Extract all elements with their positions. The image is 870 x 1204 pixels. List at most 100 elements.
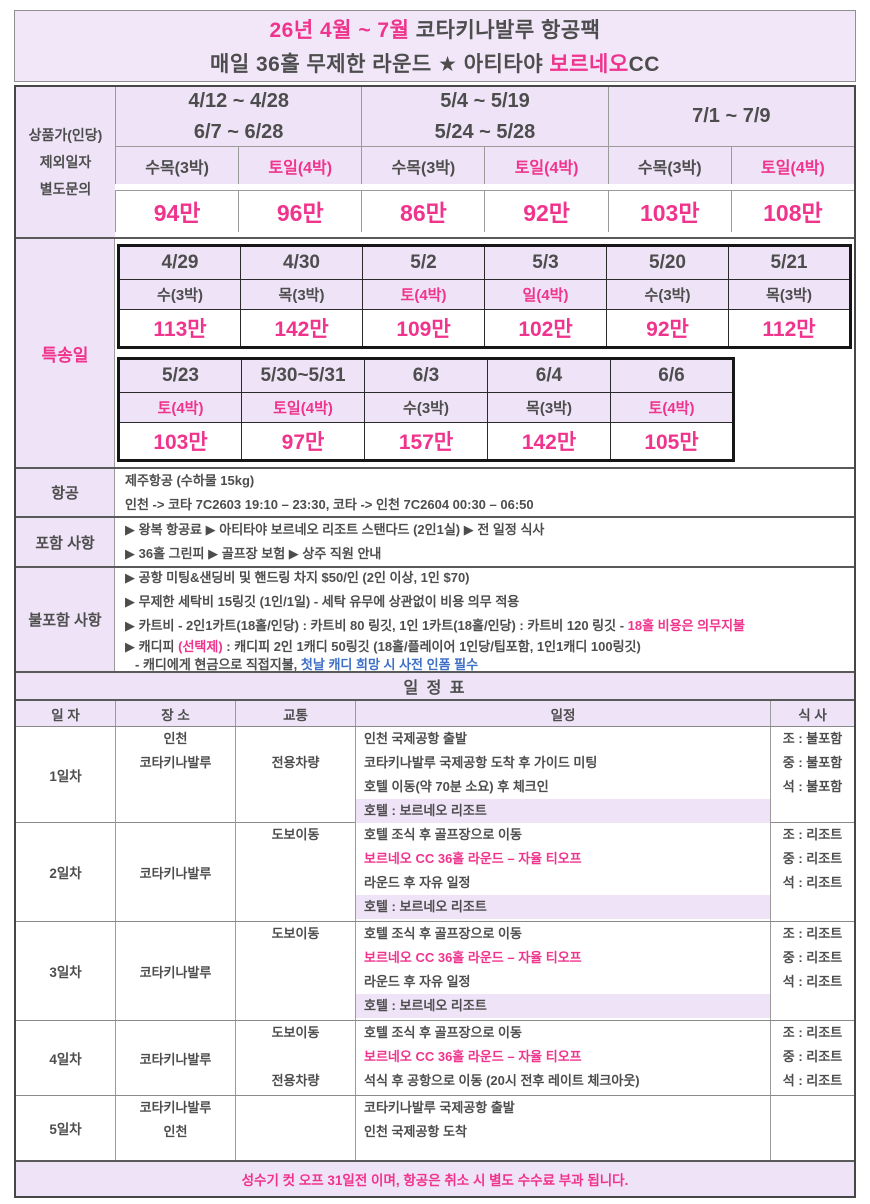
date-group-3: 7/1 ~ 7/9 — [607, 87, 854, 147]
itinerary-day-4: 4일차 코타키나발루 도보이동 전용차량 호텔 조식 후 골프장으로 이동 보르… — [16, 1020, 854, 1095]
price: 86만 — [361, 189, 485, 232]
price: 96만 — [238, 189, 362, 232]
date-group-2: 5/4 ~ 5/19 5/24 ~ 5/28 — [361, 87, 608, 147]
hotel-line: 호텔 : 보르네오 리조트 — [356, 895, 770, 919]
excluded-line: ▶ 카트비 - 2인1카트(18홀/인당) : 카트비 80 링깃, 1인 1카… — [125, 617, 746, 633]
day-label: 5일차 — [49, 1122, 82, 1137]
special-date: 4/29 — [118, 245, 241, 280]
itinerary-day-3: 3일차 코타키나발루 도보이동 호텔 조식 후 골프장으로 이동 보르네오 CC… — [16, 921, 854, 1020]
special-dates-section: 특송일 4/29 4/30 5/2 5/3 5/20 5/21 수(3박) 목(… — [16, 237, 854, 467]
price-table-row-label: 상품가(인당) 제외일자 별도문의 — [16, 87, 115, 237]
transport-cell: 도보이동 전용차량 — [235, 1021, 355, 1095]
itinerary-header-row: 일 자 장 소 교통 일정 식 사 — [16, 699, 854, 726]
meals-cell: 조 : 리조트 중 : 리조트 석 : 리조트 — [770, 1021, 854, 1095]
day-type: 토일(4박) — [730, 146, 854, 185]
special-date: 6/4 — [487, 358, 611, 393]
place-cell: 코타키나발루 — [115, 922, 235, 1020]
hotel-line: 호텔 : 보르네오 리조트 — [356, 799, 770, 823]
price-table: 상품가(인당) 제외일자 별도문의 4/12 ~ 4/28 6/7 ~ 6/28… — [16, 87, 854, 237]
special-day: 토(4박) — [610, 392, 734, 423]
title-line-2: 매일 36홀 무제한 라운드 ★ 아티타야 보르네오CC — [210, 53, 660, 76]
itinerary-day-5: 5일차 코타키나발루 인천 코타키나발루 국제공항 출발 인천 국제공항 도착 — [16, 1095, 854, 1160]
excluded-line: ▶ 공항 미팅&샌딩비 및 핸드링 차지 $50/인 (2인 이상, 1인 $7… — [125, 569, 470, 585]
special-date: 5/23 — [118, 358, 242, 393]
special-price: 97만 — [241, 422, 365, 461]
special-day: 수(3박) — [118, 279, 241, 310]
special-price: 142만 — [487, 422, 611, 461]
itinerary-day-2: 2일차 코타키나발루 도보이동 호텔 조식 후 골프장으로 이동 보르네오 CC… — [16, 822, 854, 921]
transport-cell: 도보이동 — [235, 922, 355, 1020]
place-cell: 인천 코타키나발루 — [115, 727, 235, 823]
special-day: 일(4박) — [484, 279, 607, 310]
title-box: 26년 4월 ~ 7월 코타키나발루 항공팩 매일 36홀 무제한 라운드 ★ … — [14, 10, 856, 82]
transport-cell: 전용차량 — [235, 727, 355, 823]
course-name: 보르네오 — [549, 53, 629, 76]
meals-cell: 조 : 리조트 중 : 리조트 석 : 리조트 — [770, 922, 854, 1020]
included-line: ▶ 36홀 그린피 ▶ 골프장 보험 ▶ 상주 직원 안내 — [125, 546, 382, 561]
flight-line: 인천 -> 코타 7C2603 19:10 – 23:30, 코타 -> 인천 … — [125, 496, 534, 512]
special-day: 토(4박) — [362, 279, 485, 310]
meals-cell: 조 : 불포함 중 : 불포함 석 : 불포함 — [770, 727, 854, 823]
flight-line: 제주항공 (수하물 15kg) — [125, 472, 255, 488]
date-group-1: 4/12 ~ 4/28 6/7 ~ 6/28 — [115, 87, 362, 147]
price: 94만 — [115, 189, 239, 232]
price: 92만 — [484, 189, 608, 232]
special-date: 6/3 — [364, 358, 488, 393]
special-dates-label: 특송일 — [16, 239, 115, 467]
special-price: 109만 — [362, 309, 485, 348]
meals-cell — [770, 1096, 854, 1160]
meals-cell: 조 : 리조트 중 : 리조트 석 : 리조트 — [770, 823, 854, 921]
transport-cell — [235, 1096, 355, 1160]
schedule-cell: 인천 국제공항 출발 코타키나발루 국제공항 도착 후 가이드 미팅 호텔 이동… — [355, 727, 770, 823]
day-type: 토일(4박) — [238, 146, 362, 185]
price: 108만 — [730, 189, 854, 232]
special-dates-table-1: 4/29 4/30 5/2 5/3 5/20 5/21 수(3박) 목(3박) … — [117, 244, 852, 349]
special-dates-body: 4/29 4/30 5/2 5/3 5/20 5/21 수(3박) 목(3박) … — [115, 239, 854, 467]
special-price: 112만 — [728, 309, 851, 348]
golf-round-line: 보르네오 CC 36홀 라운드 – 자율 티오프 — [364, 950, 582, 965]
special-price: 157만 — [364, 422, 488, 461]
special-date: 5/2 — [362, 245, 485, 280]
golf-round-line: 보르네오 CC 36홀 라운드 – 자율 티오프 — [364, 851, 582, 866]
special-date: 4/30 — [240, 245, 363, 280]
special-price: 102만 — [484, 309, 607, 348]
special-dates-table-2: 5/23 5/30~5/31 6/3 6/4 6/6 토(4박) 토일(4박) … — [117, 357, 735, 462]
day-type: 수목(3박) — [607, 146, 731, 185]
day-type: 토일(4박) — [484, 146, 608, 185]
schedule-cell: 호텔 조식 후 골프장으로 이동 보르네오 CC 36홀 라운드 – 자율 티오… — [355, 823, 770, 921]
special-day: 목(3박) — [487, 392, 611, 423]
special-date: 5/21 — [728, 245, 851, 280]
footer-note: 성수기 컷 오프 31일전 이며, 항공은 취소 시 별도 수수료 부과 됩니다… — [16, 1160, 854, 1196]
special-date: 5/20 — [606, 245, 729, 280]
main-frame: 상품가(인당) 제외일자 별도문의 4/12 ~ 4/28 6/7 ~ 6/28… — [14, 85, 856, 1198]
excluded-line: ▶ 캐디피 (선택제) : 캐디피 2인 1캐디 50링깃 (18홀/플레이어 … — [125, 638, 641, 654]
special-date: 5/30~5/31 — [241, 358, 365, 393]
special-price: 105만 — [610, 422, 734, 461]
day-label: 3일차 — [49, 965, 82, 980]
itinerary-day-1: 1일차 인천 코타키나발루 전용차량 인천 국제공항 출발 코타키나발루 국제공… — [16, 726, 854, 823]
included-info-row: 포함 사항 ▶ 왕복 항공료 ▶ 아티타야 보르네오 리조트 스탠다드 (2인1… — [16, 516, 854, 566]
price: 103만 — [607, 189, 731, 232]
special-day: 목(3박) — [728, 279, 851, 310]
flight-body: 제주항공 (수하물 15kg) 인천 -> 코타 7C2603 19:10 – … — [115, 469, 854, 516]
schedule-cell: 코타키나발루 국제공항 출발 인천 국제공항 도착 — [355, 1096, 770, 1160]
day-label: 1일차 — [49, 769, 82, 784]
day-label: 4일차 — [49, 1052, 82, 1067]
special-price: 142만 — [240, 309, 363, 348]
col-header-schedule: 일정 — [355, 701, 770, 726]
flight-info-row: 항공 제주항공 (수하물 15kg) 인천 -> 코타 7C2603 19:10… — [16, 467, 854, 516]
special-date: 6/6 — [610, 358, 734, 393]
hotel-line: 호텔 : 보르네오 리조트 — [356, 994, 770, 1018]
itinerary-title: 일 정 표 — [16, 671, 854, 699]
included-body: ▶ 왕복 항공료 ▶ 아티타야 보르네오 리조트 스탠다드 (2인1실) ▶ 전… — [115, 518, 854, 566]
title-line-1: 26년 4월 ~ 7월 코타키나발루 항공팩 — [269, 19, 601, 42]
special-day: 토(4박) — [118, 392, 242, 423]
col-header-place: 장 소 — [115, 701, 235, 726]
special-day: 토일(4박) — [241, 392, 365, 423]
excluded-line: - 캐디에게 현금으로 직접지불, 첫날 캐디 희망 시 사전 인폼 필수 — [135, 656, 479, 672]
special-day: 수(3박) — [364, 392, 488, 423]
excluded-label: 불포함 사항 — [16, 568, 115, 671]
excluded-body: ▶ 공항 미팅&샌딩비 및 핸드링 차지 $50/인 (2인 이상, 1인 $7… — [115, 568, 854, 672]
special-day: 목(3박) — [240, 279, 363, 310]
